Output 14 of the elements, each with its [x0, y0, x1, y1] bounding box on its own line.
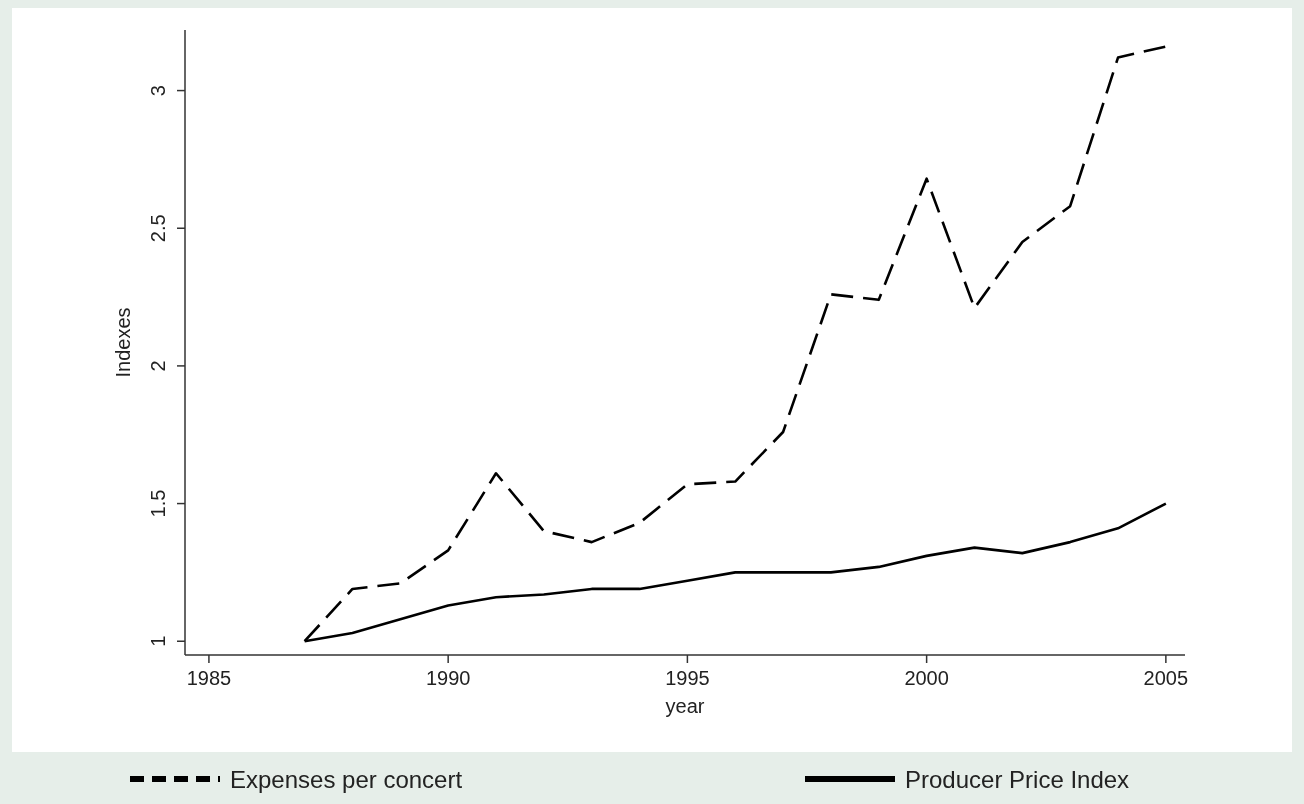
legend-label: Producer Price Index	[905, 766, 1130, 793]
x-tick-label: 1995	[665, 667, 710, 689]
y-tick-label: 2	[147, 360, 169, 372]
x-tick-label: 2005	[1143, 667, 1189, 689]
y-axis-title: Indexes	[112, 307, 134, 378]
x-tick-label: 1990	[425, 667, 471, 689]
y-tick-label: 1.5	[147, 489, 169, 518]
y-tick-label: 1	[147, 635, 169, 647]
x-tick-label: 1985	[186, 667, 232, 689]
y-tick-label: 2.5	[147, 214, 169, 243]
y-tick-label: 3	[147, 85, 169, 97]
legend-label: Expenses per concert	[230, 766, 463, 793]
x-tick-label: 2000	[904, 667, 949, 689]
x-axis-title: year	[665, 695, 705, 717]
